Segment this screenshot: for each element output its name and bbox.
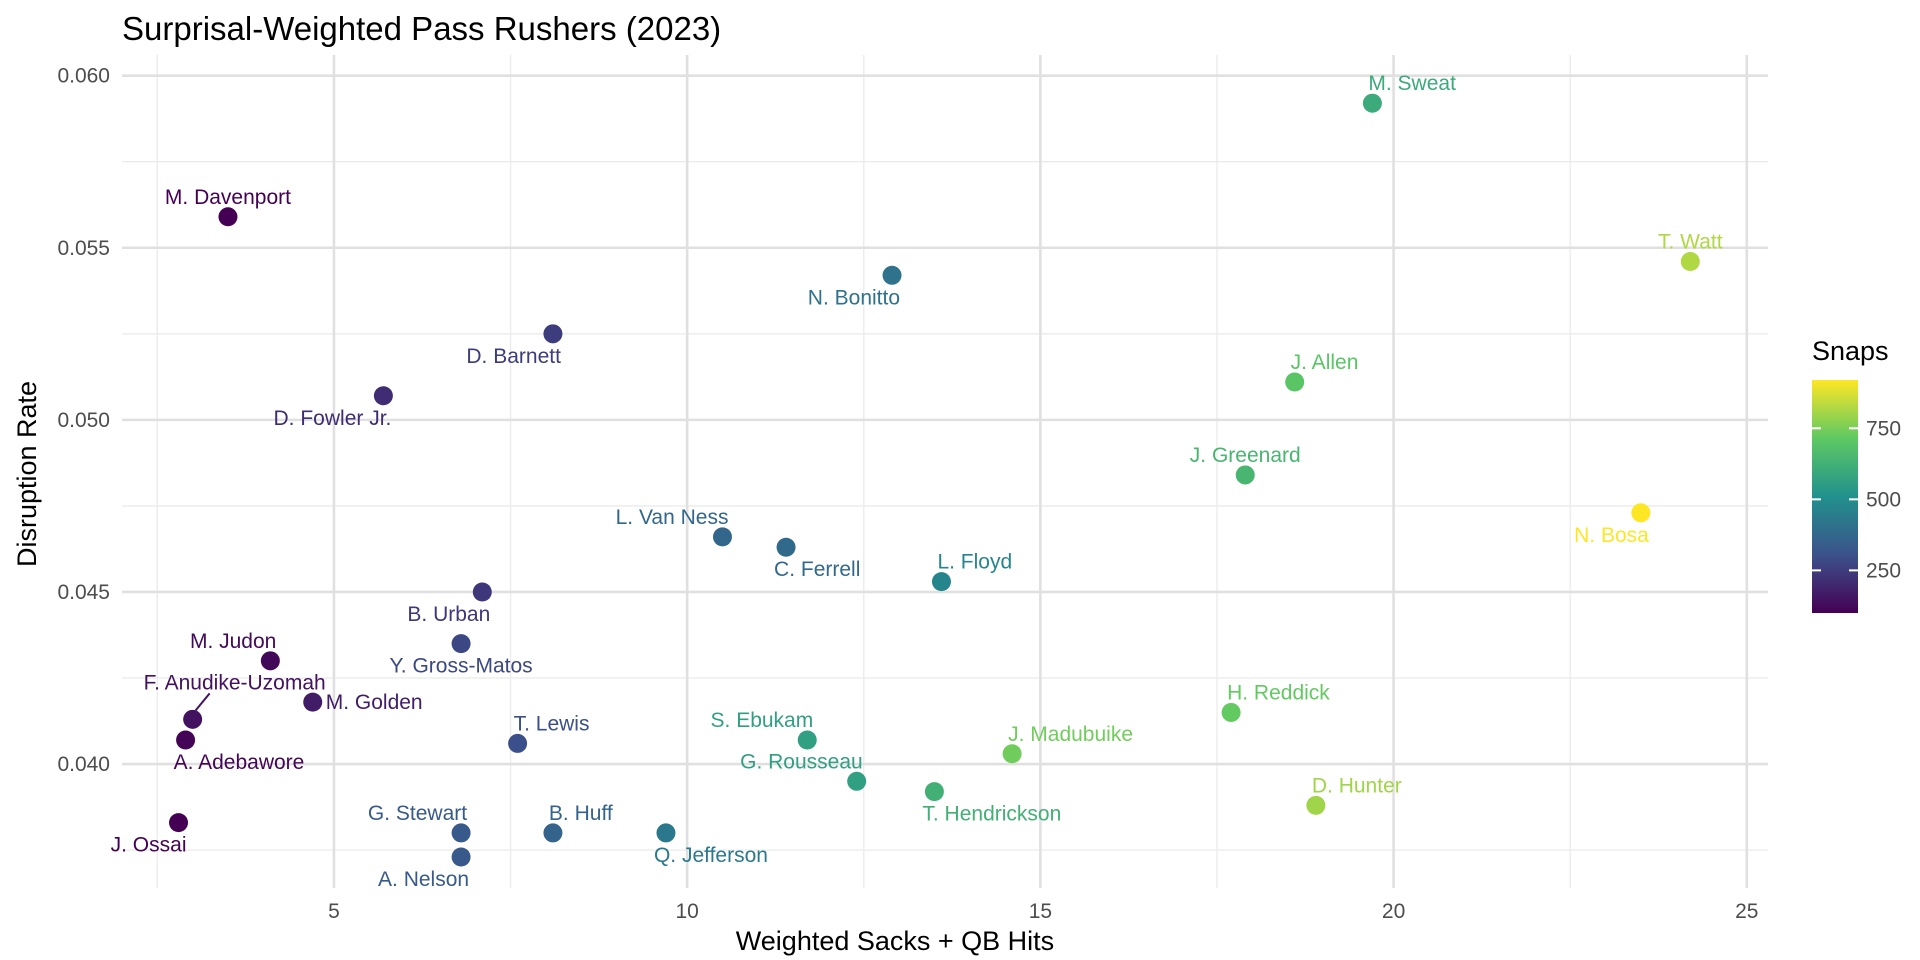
y-axis-ticks: 0.040 0.045 0.050 0.055 0.060	[57, 65, 110, 776]
point-labels: M. Sweat M. Davenport T. Watt N. Bonitto D. …	[111, 72, 1723, 891]
point-label: M. Golden	[326, 691, 423, 714]
x-tick-label: 5	[328, 900, 340, 923]
point-label: H. Reddick	[1227, 681, 1330, 704]
data-point	[712, 527, 732, 547]
data-point	[1306, 795, 1326, 815]
point-label: L. Floyd	[937, 551, 1012, 574]
point-label: T. Watt	[1658, 231, 1723, 254]
point-label: L. Van Ness	[616, 506, 729, 529]
point-label: Q. Jefferson	[654, 844, 768, 867]
color-legend: Snaps 250 500 750	[1812, 336, 1901, 613]
x-tick-label: 15	[1029, 900, 1052, 923]
data-point	[1631, 503, 1651, 523]
minor-gridlines	[122, 55, 1768, 888]
point-label: B. Urban	[407, 603, 490, 626]
x-tick-label: 20	[1382, 900, 1405, 923]
data-point	[882, 265, 902, 285]
data-point	[543, 823, 563, 843]
point-label: N. Bosa	[1574, 524, 1649, 547]
point-label: G. Stewart	[368, 802, 467, 825]
data-point	[1680, 252, 1700, 272]
data-point	[1221, 702, 1241, 722]
point-label: F. Anudike-Uzomah	[144, 671, 326, 694]
data-point	[847, 771, 867, 791]
x-axis-title: Weighted Sacks + QB Hits	[736, 926, 1054, 956]
point-label: B. Huff	[549, 802, 613, 825]
y-tick-label: 0.040	[57, 753, 110, 776]
point-label: G. Rousseau	[740, 750, 863, 773]
legend-tick-label: 750	[1866, 417, 1901, 440]
data-point	[169, 813, 189, 833]
data-point	[543, 324, 563, 344]
point-label: J. Allen	[1291, 351, 1359, 374]
point-label: D. Fowler Jr.	[274, 407, 392, 430]
point-label: M. Sweat	[1368, 72, 1456, 95]
data-point	[924, 782, 944, 802]
point-label: J. Greenard	[1190, 444, 1301, 467]
chart-title: Surprisal-Weighted Pass Rushers (2023)	[122, 10, 721, 47]
data-point	[472, 582, 492, 602]
data-point	[508, 733, 528, 753]
y-tick-label: 0.060	[57, 65, 110, 88]
point-label: Y. Gross-Matos	[390, 655, 533, 678]
point-label: J. Madubuike	[1008, 723, 1133, 746]
data-point	[260, 651, 280, 671]
point-label: T. Hendrickson	[922, 803, 1061, 826]
y-tick-label: 0.050	[57, 409, 110, 432]
data-point	[797, 730, 817, 750]
x-tick-label: 10	[675, 900, 698, 923]
data-point	[1362, 93, 1382, 113]
data-point	[776, 537, 796, 557]
point-label: S. Ebukam	[711, 709, 814, 732]
point-label: J. Ossai	[111, 834, 187, 857]
data-point	[451, 823, 471, 843]
data-points	[169, 93, 1700, 867]
point-label: C. Ferrell	[774, 558, 860, 581]
data-point	[183, 709, 203, 729]
point-label: A. Nelson	[378, 868, 469, 891]
data-point	[218, 207, 238, 227]
point-label: A. Adebawore	[174, 751, 305, 774]
point-label: D. Hunter	[1312, 774, 1402, 797]
y-tick-label: 0.045	[57, 581, 110, 604]
data-point	[303, 692, 323, 712]
data-point	[451, 634, 471, 654]
legend-colorbar	[1812, 380, 1858, 613]
legend-tick-label: 500	[1866, 488, 1901, 511]
x-tick-label: 25	[1735, 900, 1758, 923]
data-point	[176, 730, 196, 750]
label-leader-line	[194, 692, 211, 711]
major-gridlines	[122, 55, 1768, 888]
data-point	[451, 847, 471, 867]
y-tick-label: 0.055	[57, 237, 110, 260]
y-axis-title: Disruption Rate	[12, 381, 42, 567]
point-label: D. Barnett	[466, 345, 561, 368]
legend-tick-label: 250	[1866, 559, 1901, 582]
data-point	[1002, 744, 1022, 764]
point-label: N. Bonitto	[808, 286, 900, 309]
data-point	[656, 823, 676, 843]
point-label: M. Judon	[190, 630, 276, 653]
legend-title: Snaps	[1812, 336, 1889, 366]
point-label: T. Lewis	[514, 712, 590, 735]
legend-ticks: 250 500 750	[1812, 417, 1901, 582]
x-axis-ticks: 5 10 15 20 25	[328, 900, 1758, 923]
data-point	[931, 572, 951, 592]
point-label: M. Davenport	[165, 186, 291, 209]
data-point	[373, 386, 393, 406]
data-point	[1285, 372, 1305, 392]
data-point	[1235, 465, 1255, 485]
